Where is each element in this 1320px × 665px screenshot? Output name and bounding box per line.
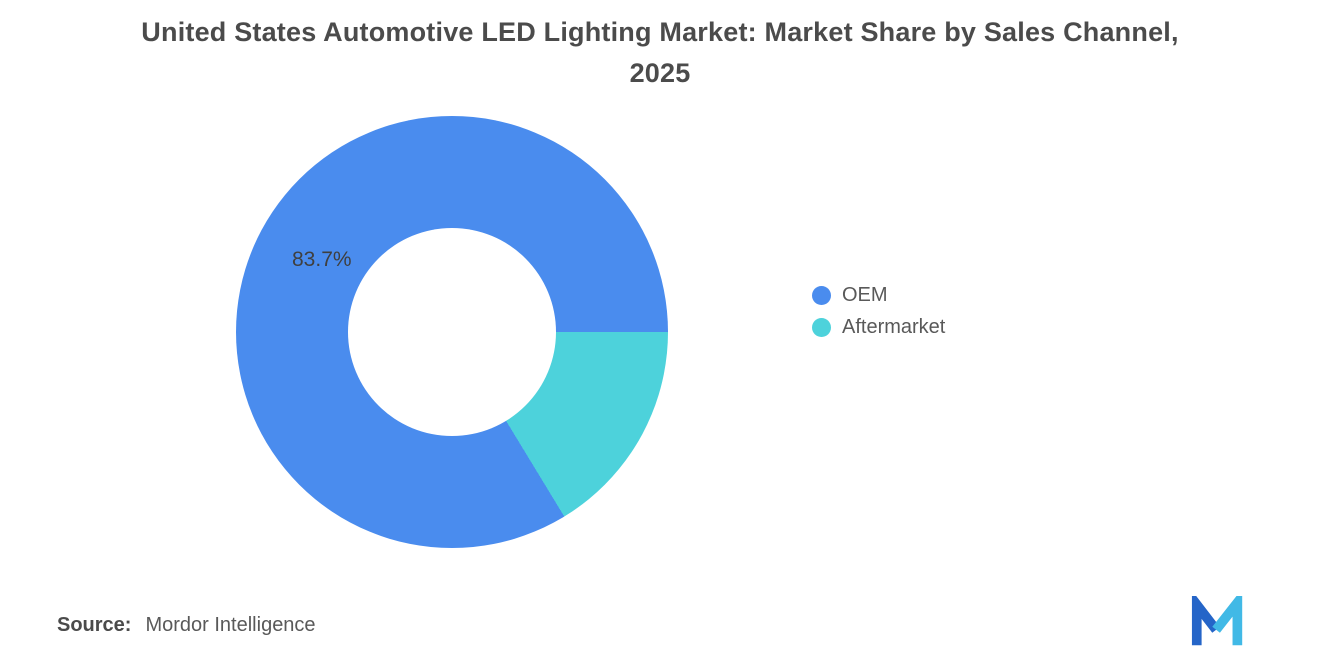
legend: OEM Aftermarket [812, 284, 945, 348]
legend-item-oem[interactable]: OEM [812, 284, 945, 307]
aftermarket-legend-swatch [812, 318, 831, 337]
oem-share-data-label: 83.7% [292, 248, 352, 271]
chart-title: United States Automotive LED Lighting Ma… [141, 17, 1179, 88]
mordor-intelligence-logo [1190, 588, 1248, 650]
source-label: Source: [57, 614, 132, 636]
source-note: Source: Mordor Intelligence [57, 614, 316, 637]
source-value: Mordor Intelligence [145, 614, 316, 636]
donut-chart: 83.7% [236, 116, 668, 548]
donut-hole [348, 228, 556, 436]
aftermarket-legend-label: Aftermarket [842, 316, 946, 338]
oem-legend-label: OEM [842, 284, 888, 306]
legend-item-aftermarket[interactable]: Aftermarket [812, 316, 945, 339]
oem-legend-swatch [812, 286, 831, 305]
